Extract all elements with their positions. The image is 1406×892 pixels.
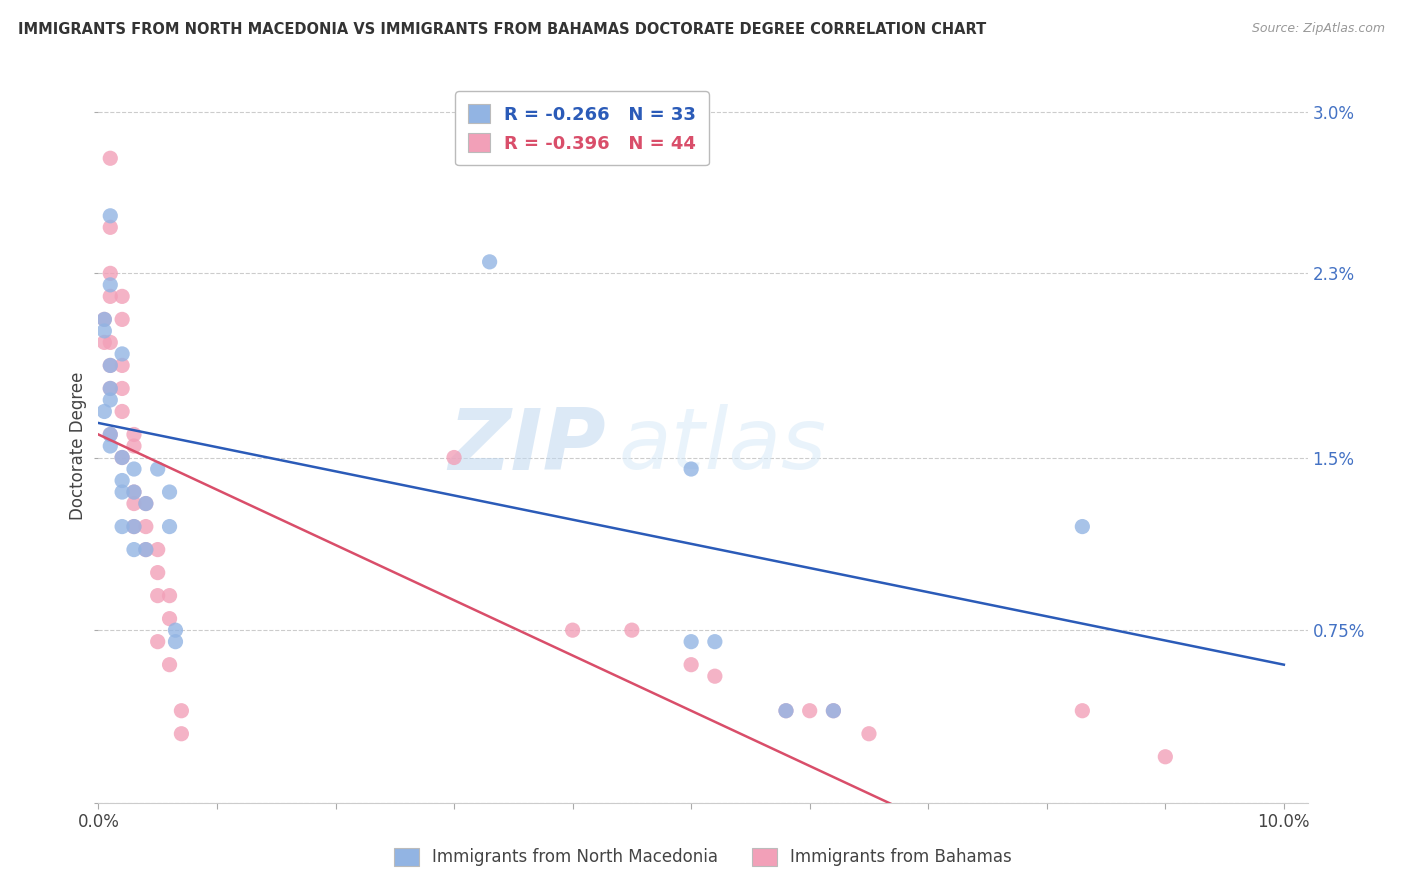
- Point: [98, 277, 121, 292]
- Point: [146, 542, 169, 557]
- Text: atlas: atlas: [619, 404, 827, 488]
- Point: [135, 519, 157, 533]
- Point: [93, 404, 115, 418]
- Point: [111, 450, 134, 465]
- Point: [93, 335, 115, 350]
- Point: [799, 704, 821, 718]
- Point: [122, 462, 145, 476]
- Point: [146, 566, 169, 580]
- Point: [122, 427, 145, 442]
- Point: [98, 427, 121, 442]
- Point: [823, 704, 845, 718]
- Point: [681, 657, 703, 672]
- Point: [146, 462, 169, 476]
- Point: [561, 623, 583, 637]
- Point: [98, 289, 121, 303]
- Point: [681, 634, 703, 648]
- Point: [122, 439, 145, 453]
- Point: [122, 485, 145, 500]
- Point: [111, 381, 134, 395]
- Point: [858, 727, 880, 741]
- Point: [1071, 519, 1094, 533]
- Point: [111, 485, 134, 500]
- Text: IMMIGRANTS FROM NORTH MACEDONIA VS IMMIGRANTS FROM BAHAMAS DOCTORATE DEGREE CORR: IMMIGRANTS FROM NORTH MACEDONIA VS IMMIG…: [18, 22, 987, 37]
- Point: [159, 589, 181, 603]
- Point: [165, 623, 187, 637]
- Point: [98, 359, 121, 373]
- Point: [703, 634, 725, 648]
- Point: [111, 289, 134, 303]
- Point: [98, 335, 121, 350]
- Point: [823, 704, 845, 718]
- Point: [98, 151, 121, 165]
- Point: [478, 255, 501, 269]
- Point: [98, 392, 121, 407]
- Point: [170, 704, 193, 718]
- Point: [135, 542, 157, 557]
- Point: [122, 497, 145, 511]
- Point: [93, 312, 115, 326]
- Point: [620, 623, 643, 637]
- Point: [93, 312, 115, 326]
- Point: [98, 439, 121, 453]
- Point: [159, 485, 181, 500]
- Point: [443, 450, 465, 465]
- Point: [159, 519, 181, 533]
- Point: [146, 634, 169, 648]
- Point: [98, 220, 121, 235]
- Point: [111, 450, 134, 465]
- Point: [122, 485, 145, 500]
- Point: [135, 497, 157, 511]
- Point: [775, 704, 797, 718]
- Text: Source: ZipAtlas.com: Source: ZipAtlas.com: [1251, 22, 1385, 36]
- Point: [1071, 704, 1094, 718]
- Point: [1154, 749, 1177, 764]
- Point: [135, 542, 157, 557]
- Point: [122, 519, 145, 533]
- Point: [98, 381, 121, 395]
- Text: ZIP: ZIP: [449, 404, 606, 488]
- Point: [122, 542, 145, 557]
- Y-axis label: Doctorate Degree: Doctorate Degree: [69, 372, 87, 520]
- Point: [98, 266, 121, 280]
- Point: [111, 519, 134, 533]
- Point: [111, 359, 134, 373]
- Point: [98, 359, 121, 373]
- Point: [111, 474, 134, 488]
- Point: [93, 324, 115, 338]
- Point: [775, 704, 797, 718]
- Point: [135, 497, 157, 511]
- Point: [146, 589, 169, 603]
- Point: [111, 347, 134, 361]
- Point: [111, 312, 134, 326]
- Point: [159, 612, 181, 626]
- Point: [170, 727, 193, 741]
- Point: [703, 669, 725, 683]
- Point: [122, 519, 145, 533]
- Point: [681, 462, 703, 476]
- Point: [98, 427, 121, 442]
- Point: [98, 209, 121, 223]
- Point: [111, 404, 134, 418]
- Point: [98, 381, 121, 395]
- Point: [165, 634, 187, 648]
- Legend: Immigrants from North Macedonia, Immigrants from Bahamas: Immigrants from North Macedonia, Immigra…: [388, 841, 1018, 873]
- Point: [159, 657, 181, 672]
